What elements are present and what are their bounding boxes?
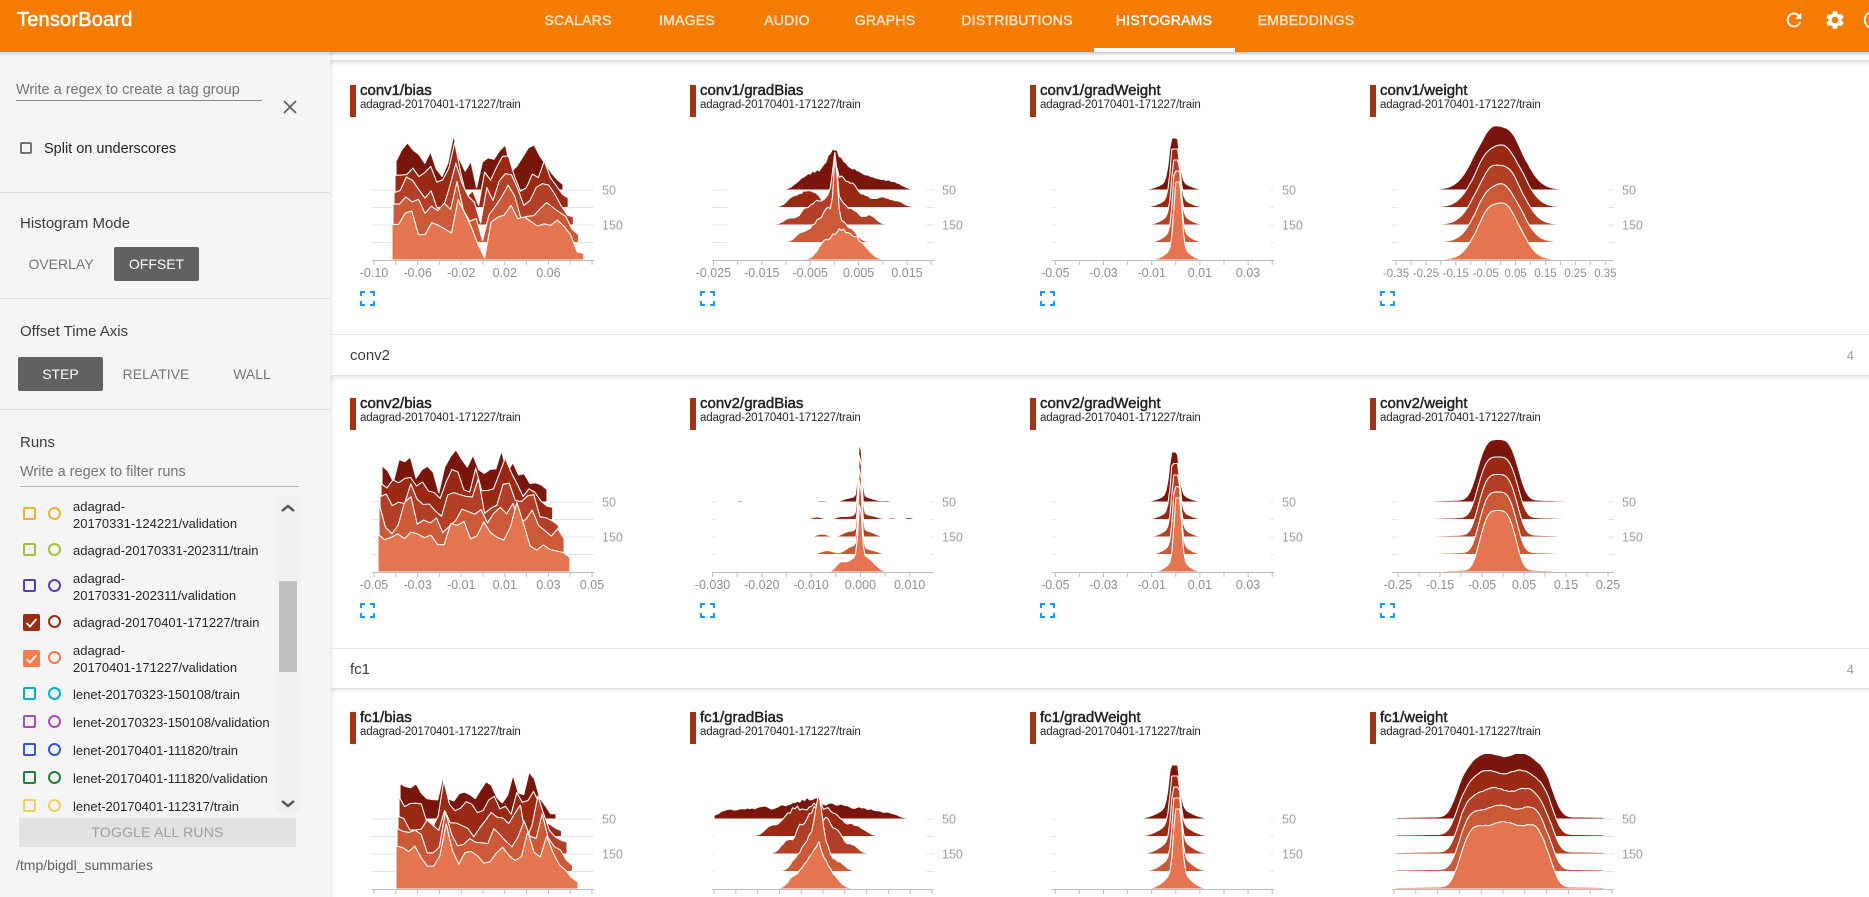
svg-text:50: 50 [942,496,956,510]
svg-text:-0.15: -0.15 [1443,268,1469,280]
svg-text:50: 50 [602,184,616,198]
svg-text:0.010: 0.010 [894,578,925,592]
svg-text:0.15: 0.15 [1534,268,1556,280]
svg-text:0.01: 0.01 [1188,578,1212,592]
svg-text:-0.05: -0.05 [1041,578,1070,592]
svg-text:0.01: 0.01 [493,578,517,592]
svg-text:-0.015: -0.015 [744,266,779,280]
svg-text:-0.03: -0.03 [1089,266,1118,280]
svg-text:50: 50 [602,496,616,510]
svg-text:0.01: 0.01 [1188,266,1212,280]
svg-text:150: 150 [1282,219,1303,233]
svg-text:-0.05: -0.05 [1041,266,1070,280]
svg-text:-0.05: -0.05 [360,578,389,592]
svg-text:50: 50 [942,184,956,198]
svg-text:-0.02: -0.02 [447,266,476,280]
svg-text:0.03: 0.03 [1236,266,1260,280]
svg-text:50: 50 [1282,496,1296,510]
svg-text:-0.03: -0.03 [403,578,432,592]
svg-text:0.15: 0.15 [1554,578,1578,592]
svg-text:0.015: 0.015 [891,266,922,280]
svg-text:-0.010: -0.010 [793,578,828,592]
svg-text:-0.15: -0.15 [1426,578,1455,592]
svg-text:0.005: 0.005 [843,266,874,280]
svg-text:-0.020: -0.020 [744,578,779,592]
svg-text:0.05: 0.05 [1512,578,1536,592]
svg-text:-0.01: -0.01 [1137,266,1166,280]
svg-text:50: 50 [1282,813,1296,827]
svg-text:-0.030: -0.030 [695,578,730,592]
svg-text:150: 150 [602,531,623,545]
svg-text:0.05: 0.05 [580,578,604,592]
svg-text:150: 150 [602,848,623,862]
svg-text:-0.05: -0.05 [1468,578,1497,592]
svg-text:50: 50 [942,813,956,827]
svg-text:150: 150 [1622,531,1643,545]
svg-text:-0.01: -0.01 [1137,578,1166,592]
svg-text:50: 50 [1622,184,1636,198]
svg-text:0.25: 0.25 [1596,578,1620,592]
svg-text:0.03: 0.03 [1236,578,1260,592]
svg-text:-0.025: -0.025 [696,266,731,280]
svg-text:-0.005: -0.005 [792,266,827,280]
svg-text:150: 150 [942,219,963,233]
svg-text:50: 50 [1282,184,1296,198]
svg-text:0.03: 0.03 [536,578,560,592]
svg-text:-0.05: -0.05 [1473,268,1499,280]
svg-text:0.02: 0.02 [493,266,517,280]
svg-text:0.05: 0.05 [1504,268,1526,280]
svg-text:0.000: 0.000 [845,578,876,592]
svg-text:-0.06: -0.06 [403,266,432,280]
svg-text:-0.35: -0.35 [1383,268,1409,280]
svg-text:0.25: 0.25 [1564,268,1586,280]
svg-text:150: 150 [1622,219,1643,233]
svg-text:-0.01: -0.01 [447,578,476,592]
svg-text:0.35: 0.35 [1594,268,1616,280]
svg-text:50: 50 [1622,496,1636,510]
svg-text:150: 150 [1282,531,1303,545]
svg-text:150: 150 [602,219,623,233]
svg-text:150: 150 [942,531,963,545]
svg-text:50: 50 [602,813,616,827]
svg-text:150: 150 [1282,848,1303,862]
svg-text:0.06: 0.06 [536,266,560,280]
svg-text:50: 50 [1622,813,1636,827]
svg-text:150: 150 [942,848,963,862]
svg-text:150: 150 [1622,848,1643,862]
svg-text:-0.25: -0.25 [1384,578,1413,592]
svg-text:-0.25: -0.25 [1413,268,1439,280]
svg-text:-0.03: -0.03 [1089,578,1118,592]
svg-text:-0.10: -0.10 [360,266,389,280]
